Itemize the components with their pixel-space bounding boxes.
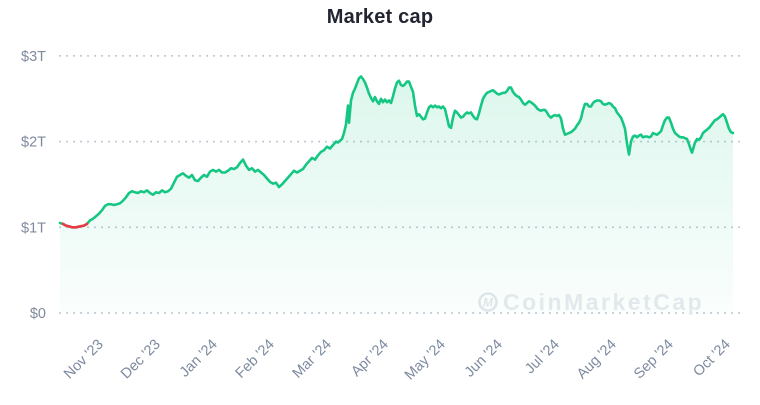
y-axis-label: $2T [21, 135, 46, 151]
x-axis-label: Aug '24 [574, 337, 620, 383]
x-axis-label: Nov '23 [61, 337, 107, 383]
x-axis-label: Apr '24 [348, 337, 391, 380]
x-axis-label: Jan '24 [177, 337, 221, 381]
y-axis-label: $3T [21, 49, 46, 65]
marketcap-line-decline [61, 222, 89, 229]
x-axis-label: Jun '24 [462, 337, 506, 381]
marketcap-line [58, 75, 735, 229]
x-axis-label: Mar '24 [290, 337, 335, 382]
x-axis-label: Sep '24 [631, 337, 677, 383]
area-fill [60, 76, 733, 313]
chart-title: Market cap [326, 6, 434, 28]
x-axis-label: Oct '24 [690, 337, 733, 380]
x-axis-label: Feb '24 [233, 337, 278, 382]
x-axis-label: Dec '23 [118, 337, 164, 383]
y-axis-label: $1T [21, 220, 46, 236]
y-axis-label: $0 [30, 306, 46, 322]
x-axis-label: Jul '24 [522, 337, 563, 378]
x-axis-label: May '24 [402, 337, 449, 384]
